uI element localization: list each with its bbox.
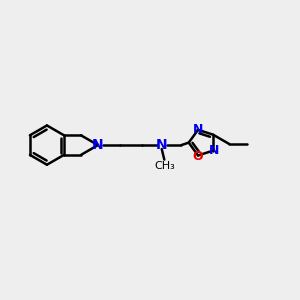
Text: CH₃: CH₃ — [154, 161, 175, 171]
Text: N: N — [92, 138, 104, 152]
Text: O: O — [193, 150, 203, 163]
Text: N: N — [208, 144, 219, 157]
Text: N: N — [192, 123, 203, 136]
Text: N: N — [156, 138, 168, 152]
